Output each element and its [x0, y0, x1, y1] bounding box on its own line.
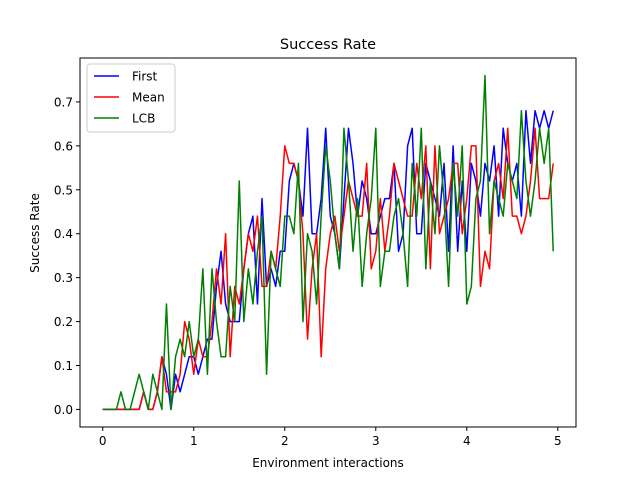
legend-label-first: First — [132, 70, 158, 84]
y-tick-label: 0.3 — [54, 271, 73, 285]
y-tick-label: 0.1 — [54, 359, 73, 373]
x-axis: 0 1 2 3 4 5 — [99, 427, 562, 448]
y-tick-label: 0.2 — [54, 315, 73, 329]
legend: First Mean LCB — [86, 63, 176, 133]
series-layer — [102, 74, 554, 411]
legend-box — [86, 63, 176, 133]
y-tick-label: 0.7 — [54, 95, 73, 109]
x-tick-label: 1 — [190, 434, 198, 448]
x-tick-label: 2 — [281, 434, 289, 448]
y-tick-label: 0.0 — [54, 403, 73, 417]
chart-title: Success Rate — [280, 37, 376, 53]
x-axis-label: Environment interactions — [252, 456, 404, 470]
legend-label-lcb: LCB — [132, 112, 155, 126]
y-tick-label: 0.6 — [54, 139, 73, 153]
series-line-lcb — [102, 74, 554, 411]
x-tick-label: 5 — [554, 434, 562, 448]
legend-label-mean: Mean — [132, 91, 165, 105]
x-tick-label: 4 — [463, 434, 471, 448]
series-line-mean — [102, 127, 554, 411]
x-tick-label: 0 — [99, 434, 107, 448]
y-tick-label: 0.5 — [54, 183, 73, 197]
x-tick-label: 3 — [372, 434, 380, 448]
plot-area-frame — [79, 57, 577, 428]
y-axis: 0.0 0.1 0.2 0.3 0.4 0.5 0.6 0.7 — [54, 95, 80, 417]
y-axis-label: Success Rate — [28, 193, 42, 273]
y-tick-label: 0.4 — [54, 227, 73, 241]
